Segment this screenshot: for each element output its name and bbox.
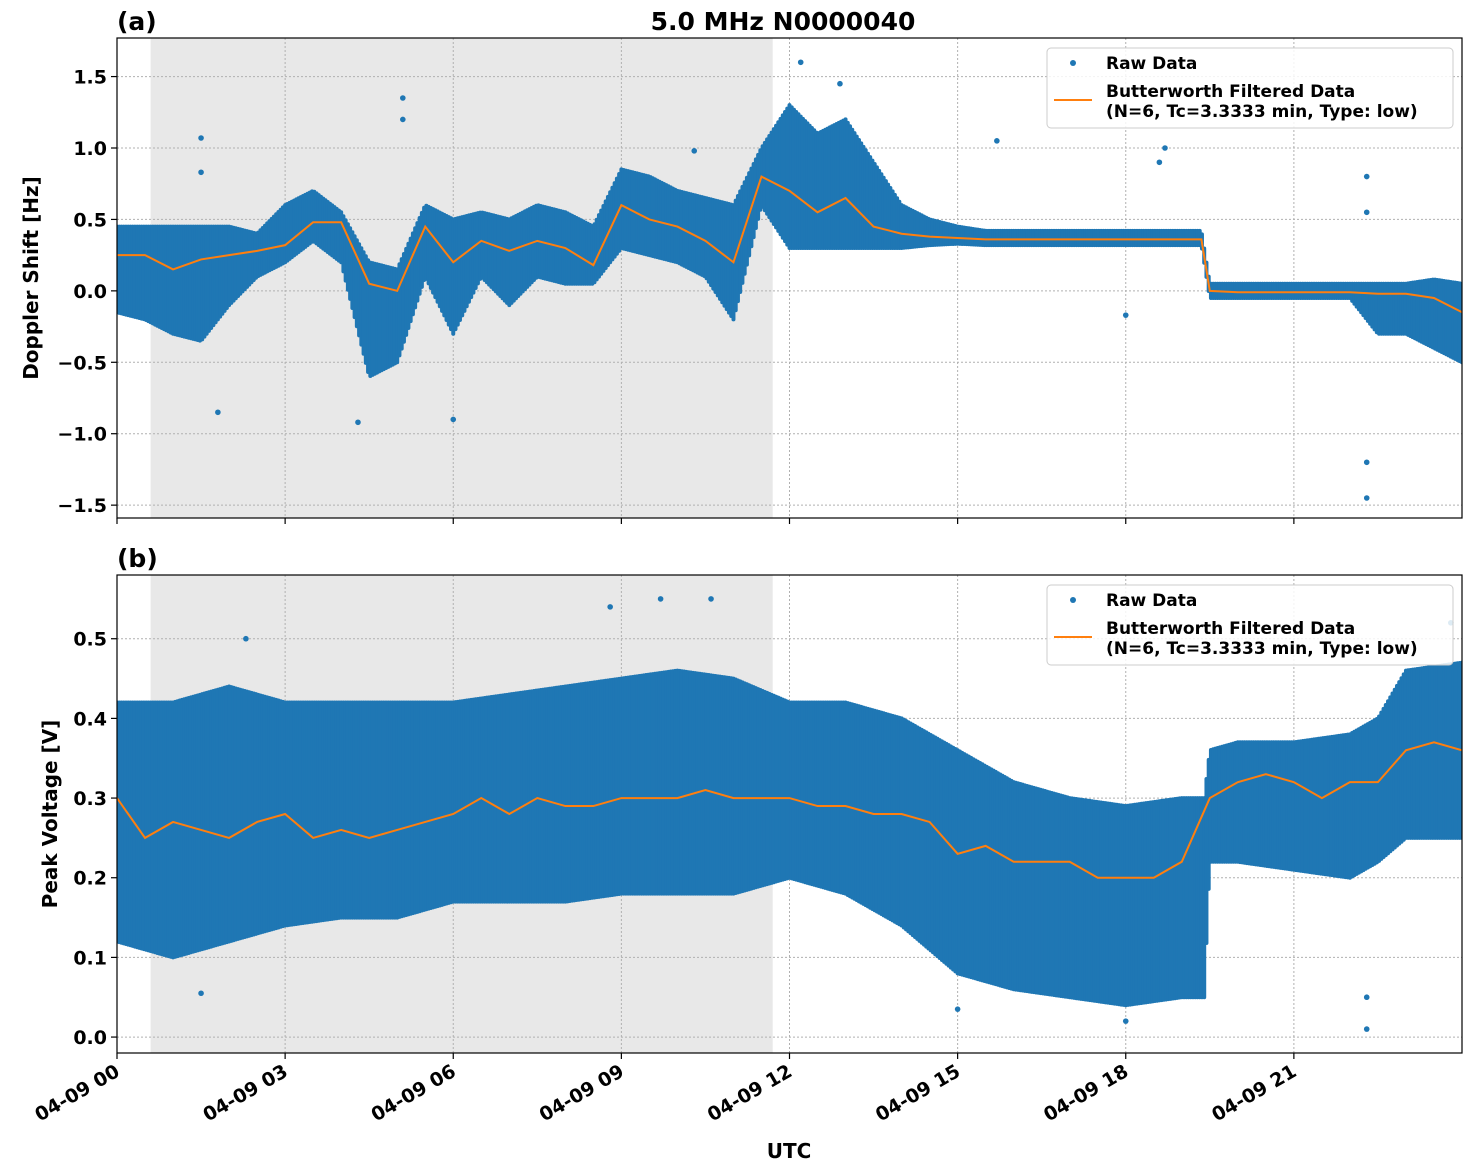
raw-data-outlier [198, 990, 204, 997]
legend-entry: Raw Data [1106, 54, 1197, 74]
raw-data-outlier [607, 604, 613, 610]
chart-title: 5.0 MHz N0000040 [651, 7, 916, 36]
legend-entry: (N=6, Tc=3.3333 min, Type: low) [1106, 639, 1418, 659]
legend-entry: Butterworth Filtered Data [1106, 619, 1355, 639]
x-tick-label: 04-09 12 [704, 1060, 796, 1126]
x-tick-label: 04-09 03 [199, 1060, 291, 1126]
y-tick-label: −0.5 [57, 352, 107, 374]
y-tick-label: −1.0 [57, 424, 107, 446]
panel-a-y-axis-label: Doppler Shift [Hz] [19, 176, 43, 380]
raw-data-outlier [994, 138, 1000, 144]
raw-data-outlier [1363, 994, 1370, 1001]
raw-data-outlier [1363, 1026, 1370, 1032]
legend-box [1046, 584, 1454, 666]
raw-data-outlier [1156, 159, 1163, 166]
x-tick-label: 04-09 15 [872, 1060, 964, 1126]
raw-data-outlier [657, 596, 664, 602]
raw-data-outlier [1122, 1018, 1129, 1024]
y-tick-label: 0.4 [73, 708, 107, 730]
raw-data-outlier [837, 80, 843, 87]
x-tick-label: 04-09 00 [31, 1060, 123, 1126]
raw-data-outlier [198, 135, 204, 141]
y-tick-label: 0.1 [73, 947, 107, 969]
raw-data-points [117, 596, 1462, 1032]
raw-data-outlier [1363, 173, 1370, 180]
legend: Raw Data Butterworth Filtered Data(N=6, T… [1046, 584, 1454, 666]
panel-b-y-axis-label: Peak Voltage [V] [38, 720, 62, 909]
y-tick-label: 0.0 [73, 1027, 107, 1049]
raw-data-outlier [400, 116, 406, 123]
plot-frame [116, 37, 1463, 519]
raw-data-outlier [708, 596, 714, 602]
panel-a: −1.5 −1.0 −0.5 0.0 0.5 1.0 1.5 Raw Data Butterwo… [57, 37, 1463, 524]
y-tick-label: 1.0 [73, 138, 107, 160]
x-tick-label: 04-09 09 [536, 1060, 628, 1126]
raw-data-outlier [355, 419, 361, 426]
legend-box [1046, 47, 1454, 129]
legend-raw-marker [1070, 597, 1076, 603]
y-tick-label: 1.5 [73, 67, 107, 89]
raw-data-outlier [1363, 209, 1370, 216]
y-tick-label: 0.3 [73, 788, 107, 810]
legend-entry: (N=6, Tc=3.3333 min, Type: low) [1106, 102, 1418, 122]
x-axis-label: UTC [767, 1139, 812, 1163]
legend-entry: Butterworth Filtered Data [1106, 82, 1355, 102]
raw-data-outlier [1363, 495, 1370, 501]
x-tick-label: 04-09 18 [1040, 1060, 1132, 1126]
legend-entry: Raw Data [1106, 591, 1197, 611]
raw-data-outlier [400, 95, 406, 101]
legend: Raw Data Butterworth Filtered Data(N=6, T… [1046, 47, 1454, 129]
y-tick-label: 0.5 [73, 629, 107, 651]
panel-a-label: (a) [117, 7, 157, 36]
panel-b: 04-09 00 04-09 03 04-09 06 04-09 09 04-09 12… [31, 574, 1463, 1126]
raw-data-outlier [198, 169, 204, 176]
panel-b-label: (b) [117, 544, 158, 573]
raw-data-outlier [1122, 312, 1129, 318]
filtered-data-line [117, 175, 1462, 314]
legend-raw-marker [1070, 60, 1076, 66]
raw-data-outlier [954, 1006, 961, 1012]
raw-data-outlier [797, 59, 804, 66]
y-tick-label: 0.0 [73, 281, 107, 303]
raw-data-outlier [243, 635, 249, 642]
plot-frame [116, 574, 1463, 1054]
raw-data-outlier [450, 416, 457, 423]
x-tick-label: 04-09 06 [367, 1060, 459, 1126]
y-tick-label: 0.2 [73, 868, 107, 890]
raw-data-outlier [1162, 145, 1168, 151]
raw-data-outlier [215, 409, 221, 416]
raw-data-outlier [1363, 459, 1370, 466]
filtered-data-line [117, 741, 1462, 879]
x-tick-label: 04-09 21 [1208, 1060, 1300, 1126]
y-tick-label: −1.5 [57, 495, 107, 517]
y-tick-label: 0.5 [73, 209, 107, 231]
raw-data-outlier [691, 148, 698, 154]
